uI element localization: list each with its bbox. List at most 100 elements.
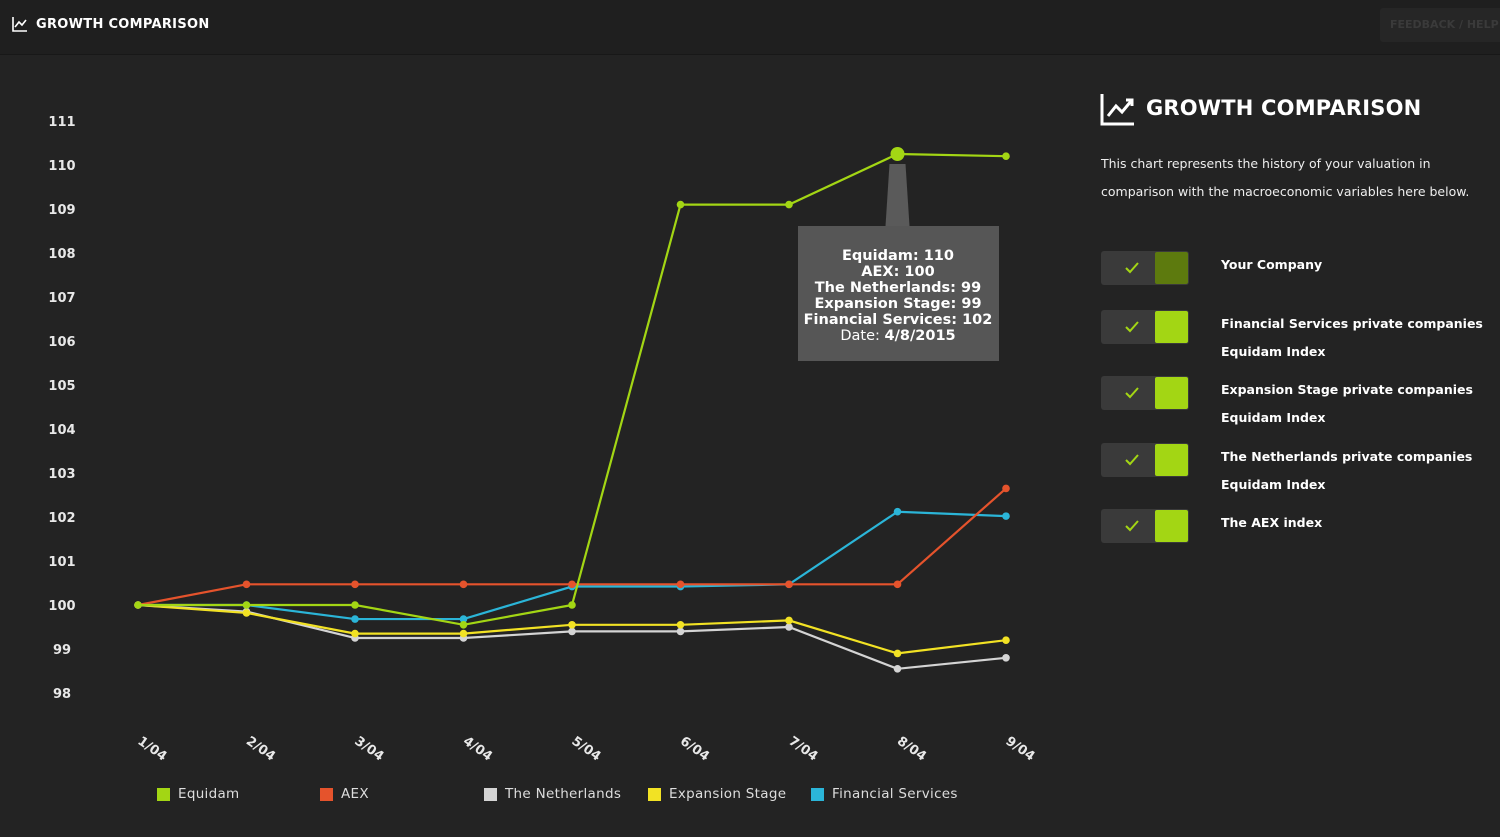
x-tick-label: 1/04 [135, 734, 170, 765]
tooltip-line: Equidam: 110 [842, 248, 954, 264]
x-tick-label: 8/04 [894, 734, 929, 765]
data-point [676, 580, 685, 589]
data-point [893, 649, 902, 658]
y-tick-label: 110 [48, 159, 75, 174]
data-point [351, 601, 359, 609]
y-tick-label: 104 [48, 423, 75, 438]
toggle-label: The AEX index [1221, 515, 1323, 530]
x-tick-label: 9/04 [1003, 734, 1038, 765]
legend-swatch [320, 788, 333, 801]
toggle-sublabel: Equidam Index [1221, 410, 1326, 425]
toggle-knob [1155, 252, 1188, 284]
toggle-switch[interactable] [1101, 251, 1189, 285]
legend-swatch [811, 788, 824, 801]
legend-swatch [157, 788, 170, 801]
data-point [568, 621, 576, 629]
data-point [893, 507, 902, 516]
feedback-button[interactable]: FEEDBACK / HELP [1380, 8, 1500, 42]
tooltip-line: The Netherlands: 99 [815, 280, 981, 296]
toggle-aex[interactable]: The AEX index [1101, 509, 1491, 543]
top-bar: GROWTH COMPARISON FEEDBACK / HELP [0, 0, 1500, 55]
data-point [568, 580, 576, 589]
tooltip-date: Date: 4/8/2015 [840, 328, 955, 344]
data-point [893, 665, 902, 673]
checkmark-icon [1125, 387, 1139, 399]
toggle-your-company[interactable]: Your Company [1101, 251, 1491, 285]
data-point [785, 623, 793, 631]
toggle-switch[interactable] [1101, 310, 1189, 344]
y-tick-label: 101 [48, 555, 75, 570]
data-point [676, 200, 685, 209]
data-point [676, 621, 685, 629]
data-point [242, 580, 251, 589]
data-point [459, 621, 468, 629]
data-point [242, 609, 251, 617]
toggle-netherlands[interactable]: The Netherlands private companies Equida… [1101, 443, 1491, 492]
y-tick-label: 103 [48, 467, 75, 482]
legend-swatch [484, 788, 497, 801]
y-tick-label: 109 [48, 203, 75, 218]
data-point [1002, 484, 1010, 493]
toggle-switch[interactable] [1101, 443, 1189, 477]
y-tick-label: 108 [48, 247, 75, 262]
toggle-label: The Netherlands private companies [1221, 449, 1473, 464]
data-point [134, 601, 142, 609]
line-chart-icon [12, 17, 27, 32]
tooltip-line: AEX: 100 [861, 264, 934, 280]
x-tick-label: 2/04 [243, 734, 278, 765]
line-chart-icon [1100, 94, 1134, 126]
toggle-label: Financial Services private companies [1221, 316, 1483, 331]
legend-label: Financial Services [832, 786, 958, 802]
data-point [351, 629, 359, 638]
panel-title: GROWTH COMPARISON [1146, 96, 1422, 120]
data-point [1002, 512, 1010, 520]
data-point [459, 615, 468, 623]
y-tick-label: 106 [48, 335, 75, 350]
x-tick-label: 5/04 [569, 734, 604, 765]
toggle-knob [1155, 377, 1188, 409]
y-tick-label: 102 [48, 511, 75, 526]
toggle-switch[interactable] [1101, 376, 1189, 410]
data-point [1002, 152, 1010, 160]
tooltip [798, 226, 999, 361]
data-point [785, 580, 793, 589]
data-point [568, 627, 576, 636]
data-point [785, 200, 793, 209]
y-tick-label: 105 [48, 379, 75, 394]
toggle-sublabel: Equidam Index [1221, 344, 1326, 359]
x-tick-label: 3/04 [352, 734, 387, 765]
y-tick-label: 99 [53, 643, 71, 658]
checkmark-icon [1125, 321, 1139, 333]
toggle-knob [1155, 510, 1188, 542]
y-tick-label: 100 [48, 599, 75, 614]
tooltip-pointer [885, 164, 910, 226]
data-point [459, 580, 468, 589]
toggle-knob [1155, 444, 1188, 476]
toggle-label: Expansion Stage private companies [1221, 382, 1473, 397]
y-tick-label: 107 [48, 291, 75, 306]
toggle-label: Your Company [1221, 257, 1323, 272]
data-point [351, 615, 359, 623]
checkmark-icon [1125, 520, 1139, 532]
tooltip-date-value: 4/8/2015 [885, 328, 956, 344]
checkmark-icon [1125, 262, 1139, 274]
page-title: GROWTH COMPARISON [36, 17, 210, 32]
toggle-expansion-stage[interactable]: Expansion Stage private companies Equida… [1101, 376, 1491, 425]
tooltip-line: Expansion Stage: 99 [814, 296, 981, 312]
legend-label: The Netherlands [505, 786, 622, 802]
toggle-knob [1155, 311, 1188, 343]
x-tick-label: 7/04 [786, 734, 821, 765]
legend-label: AEX [341, 786, 369, 802]
x-tick-label: 6/04 [677, 734, 712, 765]
data-point [568, 601, 576, 609]
toggle-switch[interactable] [1101, 509, 1189, 543]
tooltip-line: Financial Services: 102 [804, 312, 993, 328]
data-point [1002, 636, 1010, 644]
legend-label: Expansion Stage [669, 786, 787, 802]
y-tick-label: 111 [48, 115, 75, 130]
toggle-financial-services[interactable]: Financial Services private companies Equ… [1101, 310, 1491, 359]
tooltip-date-label: Date: [840, 328, 884, 344]
legend-label: Equidam [178, 786, 240, 802]
data-point [1002, 654, 1010, 662]
series-line [137, 603, 1007, 670]
